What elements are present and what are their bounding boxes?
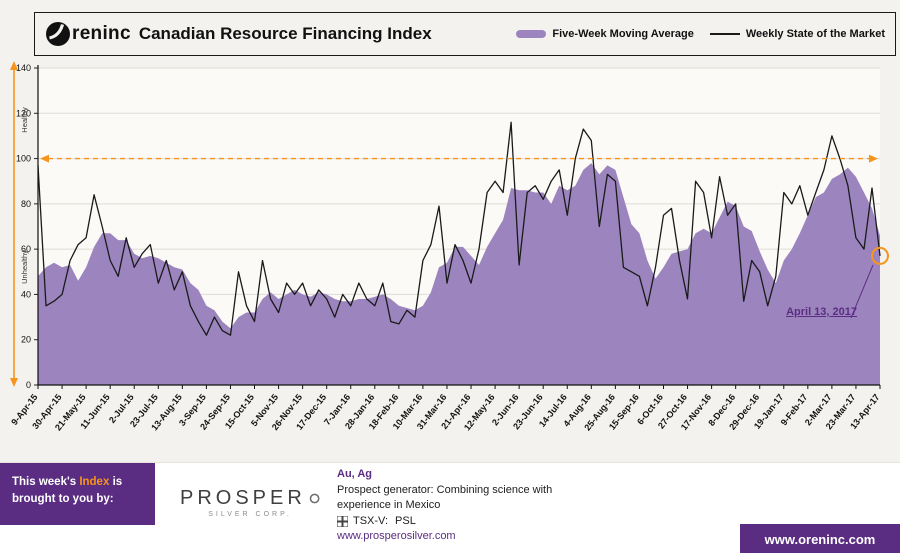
svg-text:120: 120 [16,108,31,118]
svg-text:20: 20 [21,335,31,345]
legend-item-moving-average: Five-Week Moving Average [516,28,694,40]
footer: This week's Index is brought to you by: … [0,462,900,553]
oreninc-logo-icon [46,22,70,46]
prospero-wordmark: PROSPER [180,487,320,510]
chart-panel: reninc Canadian Resource Financing Index… [0,0,900,462]
page-title: Canadian Resource Financing Index [138,24,432,43]
legend-label-moving-average: Five-Week Moving Average [552,28,694,40]
sponsor-metals: Au, Ag [337,468,373,480]
svg-text:80: 80 [21,199,31,209]
chart-legend: Five-Week Moving Average Weekly State of… [516,28,885,40]
ticker-label: TSX-V: [353,514,389,527]
prospero-ring-icon [309,493,320,504]
sponsor-intro-suffix: is [112,476,123,488]
svg-text:60: 60 [21,244,31,254]
sponsor-intro-line2: brought to you by: [12,493,114,505]
sponsor-intro-line1: This week's Index is [12,474,155,491]
svg-text:Healthy: Healthy [20,107,29,133]
prospero-website-link[interactable]: www.prosperosilver.com [337,530,456,542]
prospero-wordmark-text: PROSPER [180,487,306,509]
financing-index-chart: 020406080100120140HealthyUnhealthy9-Apr-… [9,61,889,433]
svg-text:Unhealthy: Unhealthy [20,250,29,284]
prospero-logo[interactable]: PROSPER SILVER CORP. [180,487,320,518]
ticker-symbol: PSL [395,514,416,527]
oreninc-brand: reninc [45,21,131,47]
sponsor-ticker-row: TSX-V: PSL [337,514,552,530]
legend-swatch-line [709,33,740,35]
prospero-subtitle: SILVER CORP. [208,511,292,518]
svg-text:0: 0 [26,380,31,390]
exchange-grid-icon [337,515,348,527]
legend-label-weekly: Weekly State of the Market [745,28,885,40]
legend-item-weekly: Weekly State of the Market [709,28,885,40]
svg-text:40: 40 [21,289,31,299]
chart-header: reninc Canadian Resource Financing Index… [34,12,896,56]
legend-swatch-area [516,30,547,38]
latest-date-annotation: April 13, 2017 [786,306,857,318]
svg-text:100: 100 [16,154,31,164]
sponsor-info: Au, Ag Prospect generator: Combining sci… [337,467,552,545]
sponsor-intro-prefix: This week's [12,476,77,488]
brand-wordmark: reninc [72,23,131,44]
sponsor-description-line2: experience in Mexico [337,499,441,511]
sponsor-intro-highlight: Index [79,476,110,488]
sponsor-description-line1: Prospect generator: Combining science wi… [337,483,553,496]
oreninc-website-link[interactable]: www.oreninc.com [740,524,900,553]
sponsor-intro-box: This week's Index is brought to you by: [0,463,155,525]
svg-text:140: 140 [16,63,31,73]
